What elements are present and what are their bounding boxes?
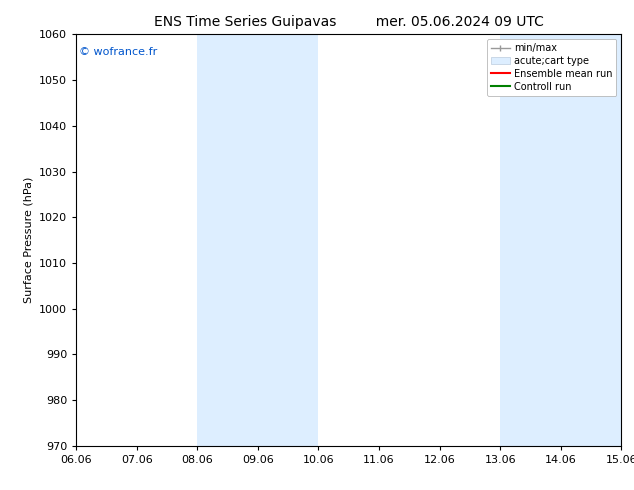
Title: ENS Time Series Guipavas         mer. 05.06.2024 09 UTC: ENS Time Series Guipavas mer. 05.06.2024… (154, 15, 543, 29)
Legend: min/max, acute;cart type, Ensemble mean run, Controll run: min/max, acute;cart type, Ensemble mean … (487, 39, 616, 96)
Bar (500, 34, 621, 446)
Y-axis label: Surface Pressure (hPa): Surface Pressure (hPa) (23, 177, 34, 303)
Bar (197, 34, 318, 446)
Text: © wofrance.fr: © wofrance.fr (79, 47, 157, 57)
